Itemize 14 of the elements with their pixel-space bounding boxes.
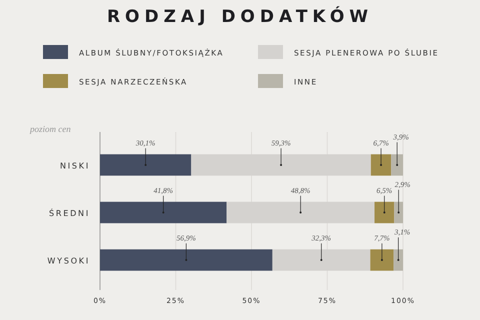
- bar: [394, 202, 403, 224]
- bar: [370, 154, 392, 176]
- bar: [100, 249, 272, 271]
- bar: [391, 154, 403, 176]
- bar: [394, 249, 403, 271]
- bar: [374, 202, 394, 224]
- y-tick-label: ŚREDNI: [49, 208, 90, 218]
- y-axis-title: poziom cen: [29, 124, 72, 134]
- bar: [370, 249, 394, 271]
- y-tick-label: WYSOKI: [47, 256, 90, 266]
- bar: [100, 202, 227, 224]
- bar: [100, 154, 192, 176]
- y-tick-label: NISKI: [60, 161, 90, 170]
- chart-title: RODZAJ DODATKÓW: [106, 6, 374, 27]
